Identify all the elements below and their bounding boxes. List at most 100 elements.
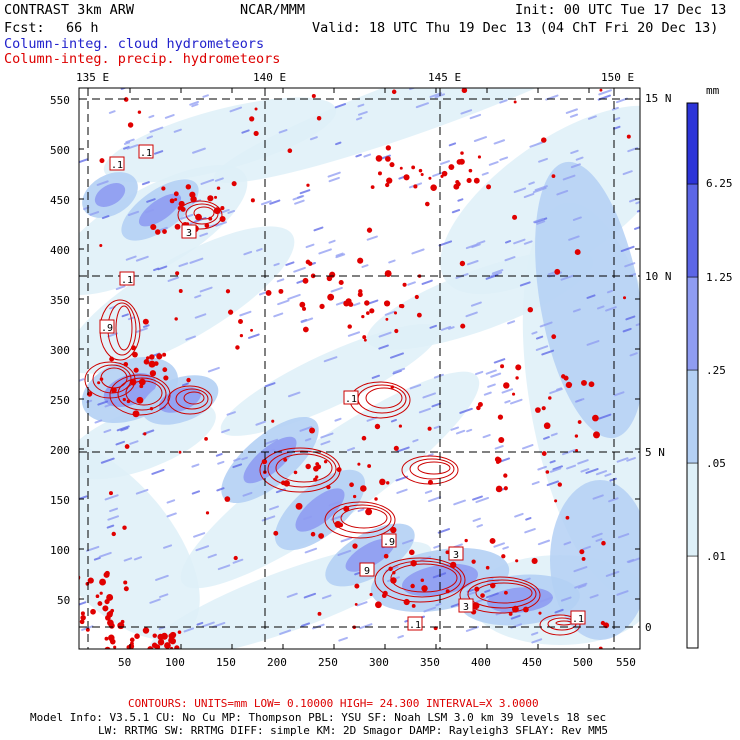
precip-contour-4-1 — [332, 504, 392, 534]
precip-dot-184 — [305, 259, 311, 265]
cloud-streak-184 — [396, 446, 410, 453]
precip-dot-57 — [441, 170, 448, 177]
cloud-streak-77 — [582, 545, 591, 551]
cloud-streak-163 — [239, 310, 252, 317]
y-tick-400: 400 — [50, 244, 70, 257]
lat-label-5n: 5 N — [645, 446, 665, 459]
precip-dot-317 — [409, 549, 415, 556]
cloud-streak-359 — [429, 324, 438, 329]
precip-dot-246 — [142, 627, 150, 634]
precip-dot-279 — [623, 296, 627, 300]
forecast-label: Fcst: — [4, 20, 45, 36]
cloud-streak-226 — [100, 457, 115, 464]
cloud-streak-159 — [613, 125, 621, 130]
cloud-streak-63 — [309, 136, 318, 141]
cloud-streak-103 — [440, 325, 452, 331]
precip-dot-269 — [111, 387, 117, 394]
cloud-streak-352 — [466, 260, 479, 266]
precip-dot-143 — [498, 437, 505, 444]
cloud-streak-387 — [543, 436, 550, 440]
precip-dot-200 — [123, 580, 128, 585]
cloud-streak-327 — [104, 494, 119, 501]
cloud-streak-337 — [523, 240, 533, 245]
precip-dot-169 — [357, 292, 363, 298]
precip-dot-350 — [581, 556, 586, 561]
cloud-streak-3 — [536, 220, 546, 225]
cloud-streak-136 — [620, 245, 635, 253]
cloud-streak-373 — [488, 161, 499, 166]
cloud-streak-53 — [123, 146, 130, 150]
cloud-streak-141 — [490, 372, 502, 378]
cloud-streak-45 — [328, 176, 340, 183]
colorbar-label-0.25: .25 — [706, 364, 726, 377]
cloud-streak-79 — [79, 158, 88, 163]
precip-dot-145 — [593, 431, 600, 439]
cloud-streak-374 — [200, 178, 215, 185]
precip-dot-93 — [352, 494, 357, 499]
x-tick-150: 150 — [216, 656, 236, 669]
precip-dot-188 — [302, 277, 309, 284]
cloud-streak-333 — [269, 505, 279, 511]
cloud-streak-32 — [227, 209, 236, 214]
precip-dot-193 — [358, 289, 363, 294]
cloud-streak-49 — [448, 326, 455, 330]
valid-time: Valid: 18 UTC Thu 19 Dec 13 (04 ChT Fri … — [312, 20, 719, 36]
cloud-streak-258 — [438, 240, 453, 247]
precip-dot-100 — [357, 462, 361, 466]
cloud-streak-331 — [598, 413, 612, 420]
cloud-streak-195 — [153, 150, 164, 155]
cloud-streak-187 — [504, 400, 511, 404]
precip-dot-98 — [374, 497, 378, 501]
contour-label-1: .1 — [111, 160, 123, 171]
convective-core-0 — [243, 436, 297, 484]
precip-dot-125 — [501, 554, 506, 559]
cloud-streak-414 — [560, 596, 572, 602]
cloud-streak-397 — [359, 623, 373, 630]
cloud-band-7 — [103, 97, 337, 183]
cloud-streak-398 — [533, 217, 544, 224]
precip-dot-20 — [149, 406, 154, 411]
contour-label-box-6 — [359, 562, 375, 577]
cloud-streak-295 — [423, 606, 437, 613]
precip-dot-109 — [360, 485, 367, 492]
y-tick-300: 300 — [50, 344, 70, 357]
precip-dot-129 — [450, 561, 457, 569]
cloud-streak-145 — [562, 449, 576, 456]
precip-dot-182 — [361, 314, 365, 319]
cloud-streak-271 — [334, 103, 347, 109]
precip-dot-0 — [129, 378, 137, 386]
cloud-streak-33 — [107, 515, 119, 521]
precip-dot-285 — [227, 309, 234, 315]
precip-dot-340 — [385, 145, 391, 151]
precip-dot-74 — [468, 168, 473, 173]
precip-dot-307 — [316, 115, 322, 121]
precip-dot-332 — [575, 449, 579, 453]
precip-dot-316 — [204, 436, 208, 441]
precip-dot-192 — [302, 326, 309, 333]
contour-label-8: 3 — [453, 550, 459, 561]
cloud-streak-16 — [586, 340, 600, 346]
cloud-streak-36 — [573, 566, 588, 573]
precip-dot-56 — [420, 173, 424, 177]
y-tick-350: 350 — [50, 294, 70, 307]
precip-dot-361 — [563, 375, 569, 381]
cloud-streak-342 — [135, 488, 149, 495]
cloud-streak-222 — [608, 497, 619, 503]
cloud-streak-385 — [466, 591, 476, 596]
cloud-streak-142 — [460, 109, 473, 115]
cloud-streak-229 — [98, 551, 112, 558]
precip-dot-213 — [117, 622, 125, 630]
cloud-streak-61 — [389, 352, 404, 359]
model-title: CONTRAST 3km ARW — [4, 2, 135, 18]
cloud-streak-2 — [501, 388, 514, 394]
cloud-streak-91 — [539, 321, 553, 328]
cloud-streak-345 — [142, 324, 150, 328]
precip-dot-339 — [122, 525, 127, 530]
precip-dot-289 — [410, 583, 415, 589]
precip-dot-29 — [219, 216, 226, 223]
cloud-streak-55 — [191, 463, 200, 468]
cloud-streak-166 — [167, 276, 180, 282]
cloud-streak-117 — [535, 345, 549, 351]
precip-dot-342 — [600, 620, 606, 626]
precip-dot-61 — [377, 171, 382, 176]
